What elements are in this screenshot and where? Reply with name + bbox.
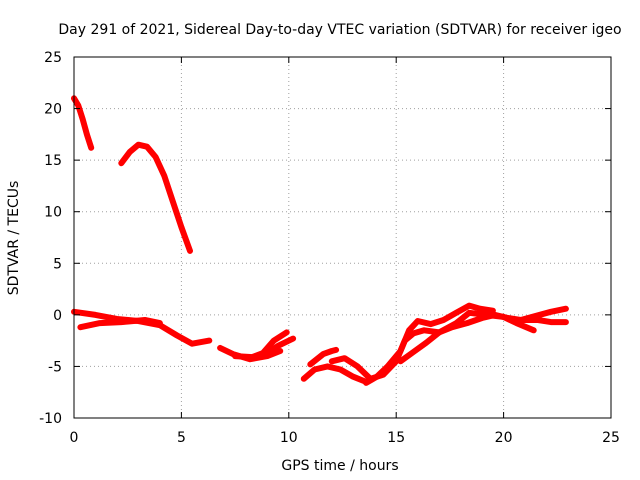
x-tick-label: 20 [495,430,513,446]
y-tick-label: 25 [44,50,62,66]
y-tick-label: 0 [53,308,62,324]
series-arc-4 [77,317,163,331]
data-series [71,95,569,386]
y-tick-label: 10 [44,205,62,221]
series-arc-1 [71,95,95,151]
series-arc-7 [260,335,297,360]
series-arc-13 [517,317,569,326]
plot-frame [73,56,612,419]
series-arc-12 [397,309,537,365]
series-arc-3 [71,308,213,347]
series-arc-11 [363,302,496,386]
x-tick-label: 5 [177,430,186,446]
x-tick-label: 15 [387,430,405,446]
y-tick-label: 15 [44,153,62,169]
x-axis-ticks: 0 5 10 15 20 25 [70,57,620,446]
y-tick-label: -10 [39,411,62,427]
x-tick-label: 25 [602,430,620,446]
series-arc-8 [300,363,370,385]
y-tick-label: 5 [53,256,62,272]
chart-title: Day 291 of 2021, Sidereal Day-to-day VTE… [58,22,621,38]
y-tick-label: 20 [44,102,62,118]
y-tick-label: -5 [48,359,62,375]
x-axis-label: GPS time / hours [281,458,398,474]
x-tick-label: 0 [70,430,79,446]
grid-lines [74,57,611,418]
y-axis-label: SDTVAR / TECUs [6,181,22,296]
x-tick-label: 10 [280,430,298,446]
y-axis-ticks: -10 -5 0 5 10 15 20 25 [39,50,611,427]
series-arc-2 [118,141,193,254]
series-arc-9 [307,346,340,368]
